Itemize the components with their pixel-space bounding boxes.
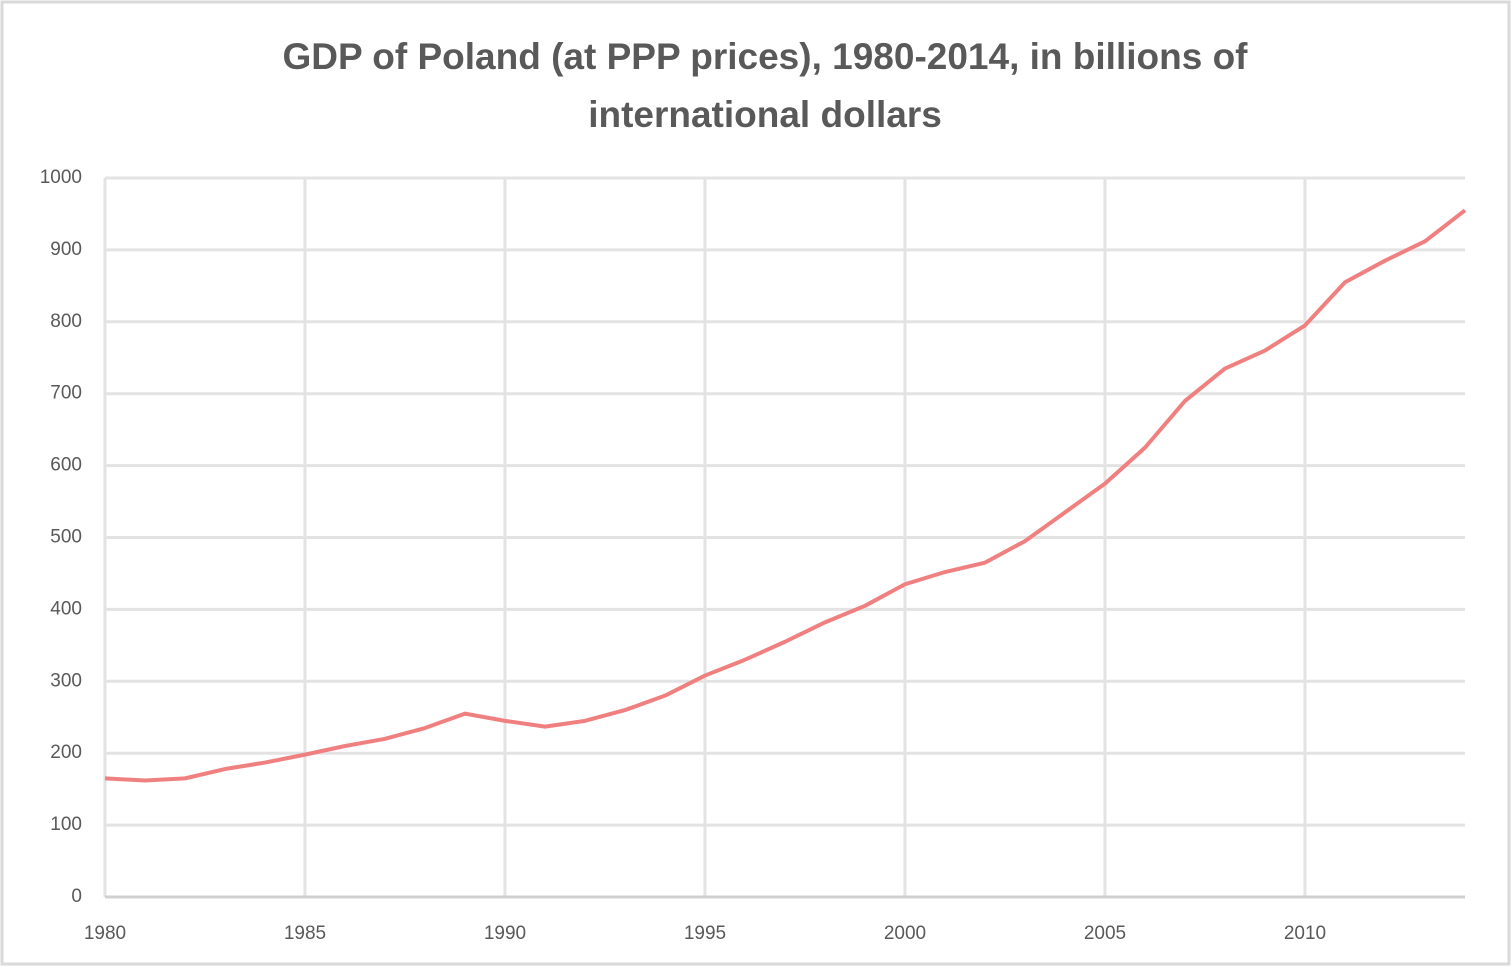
y-tick-label: 100 <box>50 814 82 835</box>
y-tick-label: 200 <box>50 742 82 763</box>
y-tick-label: 900 <box>50 239 82 260</box>
y-tick-label: 400 <box>50 598 82 619</box>
x-tick-label: 2005 <box>1084 923 1126 944</box>
x-tick-label: 2000 <box>884 923 926 944</box>
x-tick-label: 1995 <box>684 923 726 944</box>
chart-title: GDP of Poland (at PPP prices), 1980-2014… <box>282 36 1248 135</box>
y-tick-label: 600 <box>50 455 82 476</box>
line-series <box>104 208 1467 783</box>
x-tick-label: 1990 <box>484 923 526 944</box>
x-tick-label: 1985 <box>284 923 326 944</box>
x-tick-label: 1980 <box>84 923 126 944</box>
y-tick-label: 700 <box>50 383 82 404</box>
y-tick-label: 500 <box>50 527 82 548</box>
y-tick-label: 300 <box>50 670 82 691</box>
y-tick-label: 1000 <box>40 167 82 188</box>
y-tick-label: 800 <box>50 311 82 332</box>
y-tick-label: 0 <box>71 886 82 907</box>
x-tick-label: 2010 <box>1284 923 1326 944</box>
